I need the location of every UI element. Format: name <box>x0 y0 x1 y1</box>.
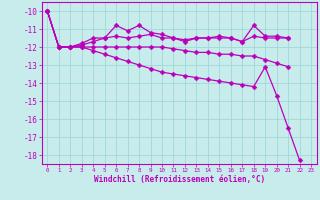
X-axis label: Windchill (Refroidissement éolien,°C): Windchill (Refroidissement éolien,°C) <box>94 175 265 184</box>
